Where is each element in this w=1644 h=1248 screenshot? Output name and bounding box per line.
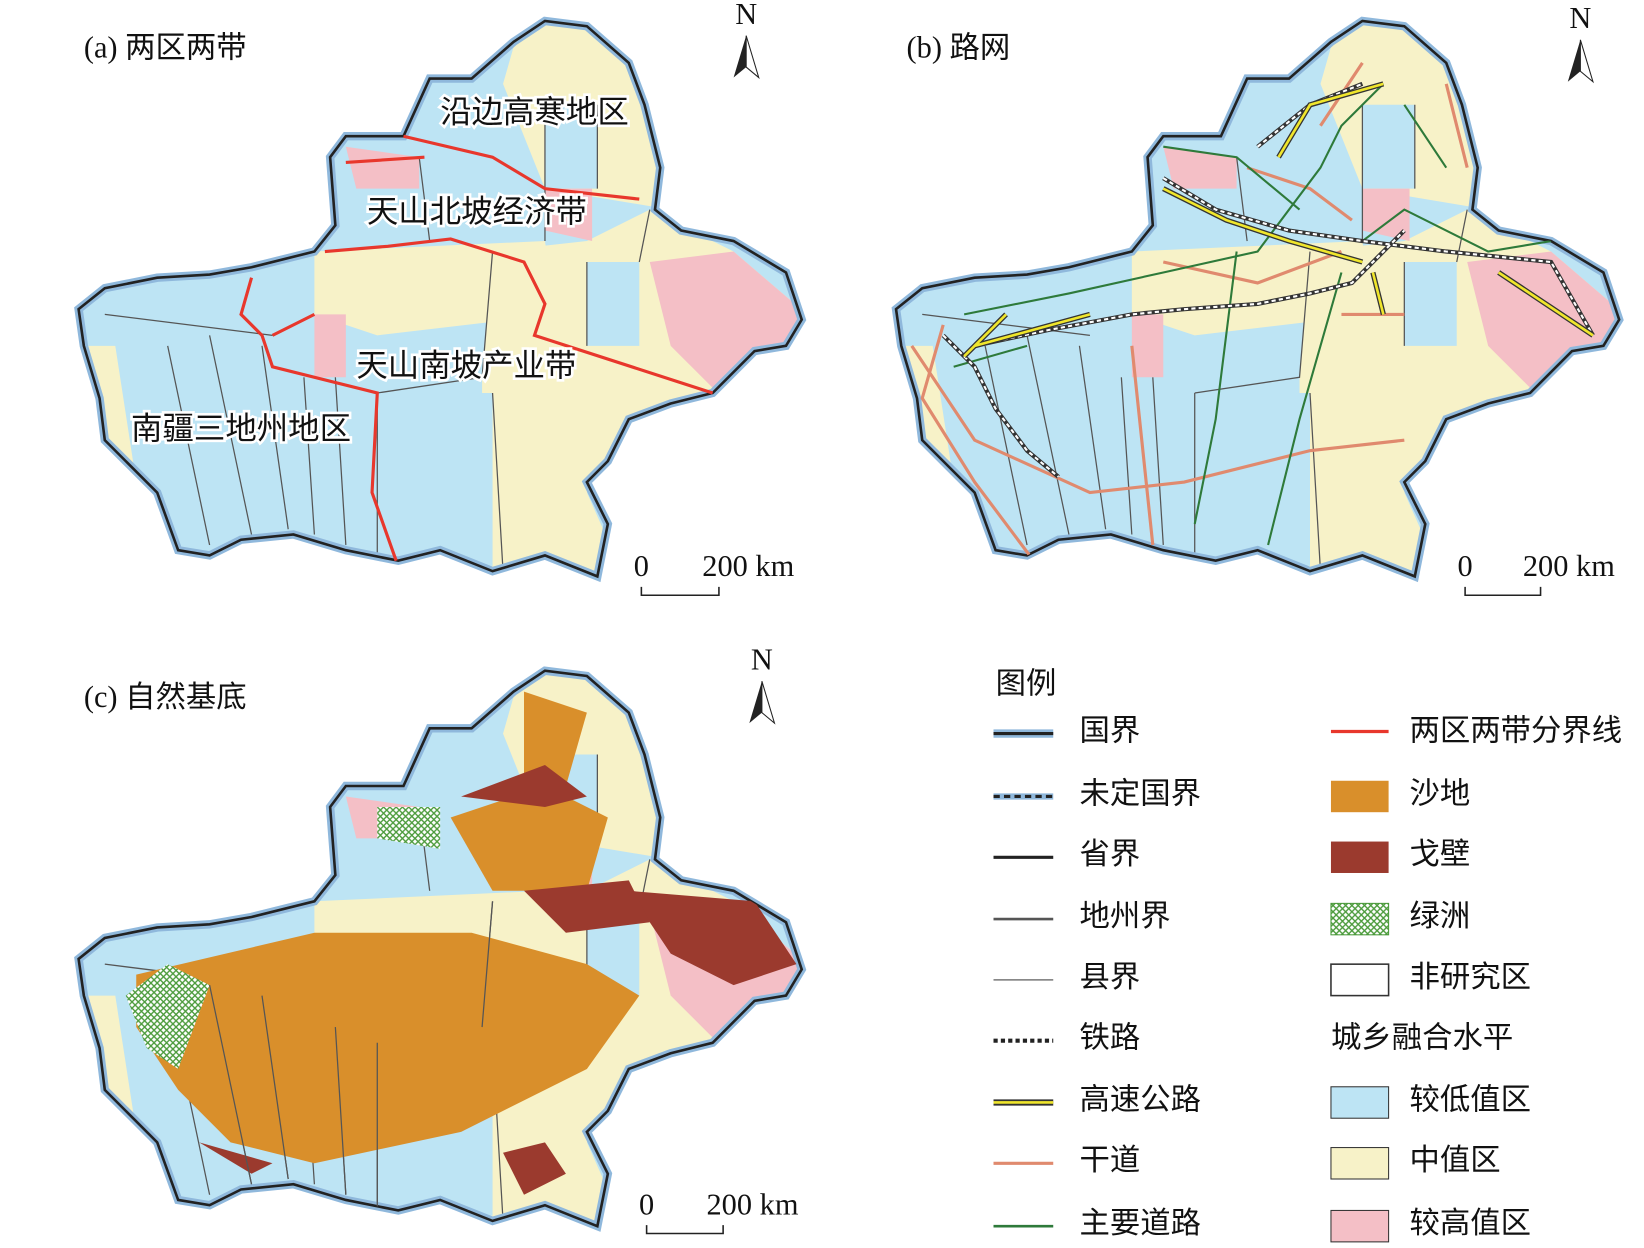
legend-item: 铁路 bbox=[1079, 1021, 1140, 1055]
map-b: (b) 路网 N 0 200 km bbox=[880, 1, 1624, 597]
panel-title: (c) 自然基底 bbox=[84, 680, 247, 714]
legend-item: 省界 bbox=[1079, 837, 1140, 871]
legend-item: 主要道路 bbox=[1079, 1206, 1201, 1240]
scale-label: 200 km bbox=[706, 1187, 798, 1221]
north-label: N bbox=[751, 642, 773, 676]
region-label: 沿边高寒地区 bbox=[440, 94, 629, 129]
legend-item: 县界 bbox=[1079, 960, 1140, 994]
legend-item: 高速公路 bbox=[1079, 1082, 1201, 1116]
scale-label: 200 km bbox=[1523, 549, 1615, 583]
region-label: 天山南坡产业带 bbox=[356, 348, 576, 383]
north-label: N bbox=[1569, 1, 1591, 35]
region-label: 南疆三地州地区 bbox=[131, 411, 351, 446]
panel-title: (b) 路网 bbox=[907, 30, 1011, 64]
map-c: (c) 自然基底 N 0 200 km bbox=[63, 642, 807, 1236]
legend-item: 较高值区 bbox=[1410, 1206, 1532, 1240]
legend-item: 未定国界 bbox=[1079, 776, 1201, 810]
region-label: 天山北坡经济带 bbox=[367, 194, 587, 229]
legend-item: 地州界 bbox=[1079, 899, 1170, 933]
legend-item: 国界 bbox=[1079, 714, 1140, 748]
legend-item: 两区两带分界线 bbox=[1410, 714, 1623, 748]
legend-title: 图例 bbox=[996, 666, 1057, 700]
panel-title: (a) 两区两带 bbox=[84, 30, 247, 64]
scale-label: 0 bbox=[634, 549, 649, 583]
legend-subtitle: 城乡融合水平 bbox=[1331, 1021, 1513, 1055]
scale-label: 200 km bbox=[702, 549, 794, 583]
north-label: N bbox=[735, 0, 757, 31]
legend-item: 戈壁 bbox=[1410, 837, 1471, 871]
legend-item: 绿洲 bbox=[1410, 899, 1471, 933]
legend-item: 非研究区 bbox=[1410, 960, 1532, 994]
legend-item: 较低值区 bbox=[1410, 1082, 1532, 1116]
legend-item: 中值区 bbox=[1410, 1143, 1501, 1177]
legend-item: 沙地 bbox=[1410, 776, 1471, 810]
scale-label: 0 bbox=[639, 1187, 654, 1221]
map-a: (a) 两区两带 沿边高寒地区 天山北坡经济带 天山南坡产业带 南疆三地州地区 … bbox=[63, 0, 807, 597]
legend-item: 干道 bbox=[1079, 1143, 1140, 1177]
scale-label: 0 bbox=[1458, 549, 1473, 583]
